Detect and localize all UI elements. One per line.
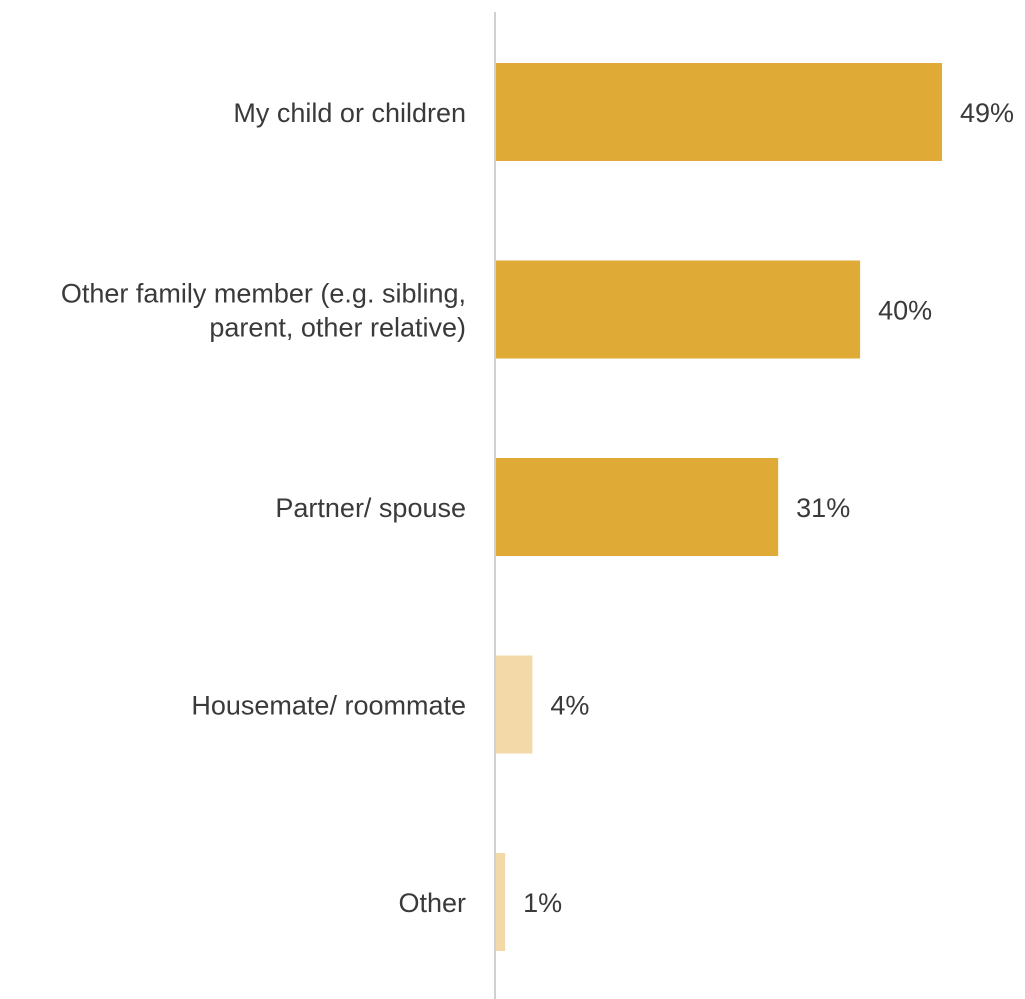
bar-1 <box>496 260 861 359</box>
bar-0 <box>496 63 942 161</box>
category-label-1-line-0: Other family member (e.g. sibling, <box>61 279 466 309</box>
category-label-0-line-0: My child or children <box>233 98 466 128</box>
value-label-3: 4% <box>550 691 589 721</box>
category-label-3-line-0: Housemate/ roommate <box>191 691 466 721</box>
category-label-2: Partner/ spouse <box>275 493 466 523</box>
category-label-4: Other <box>398 888 466 918</box>
bars-layer <box>496 63 942 951</box>
category-label-0: My child or children <box>233 98 466 128</box>
bar-2 <box>496 458 779 556</box>
category-label-1: Other family member (e.g. sibling, parent… <box>61 279 466 343</box>
category-label-4-line-0: Other <box>398 888 466 918</box>
labels-layer: 49% My child or children 40% Other family m… <box>61 98 1014 918</box>
category-label-1-line-1: parent, other relative) <box>209 313 466 343</box>
value-label-2: 31% <box>796 493 850 523</box>
bar-4 <box>496 853 506 951</box>
category-label-3: Housemate/ roommate <box>191 691 466 721</box>
category-label-2-line-0: Partner/ spouse <box>275 493 466 523</box>
value-label-1: 40% <box>878 296 932 326</box>
value-label-4: 1% <box>523 888 562 918</box>
value-label-0: 49% <box>960 98 1014 128</box>
bar-3 <box>496 655 533 754</box>
